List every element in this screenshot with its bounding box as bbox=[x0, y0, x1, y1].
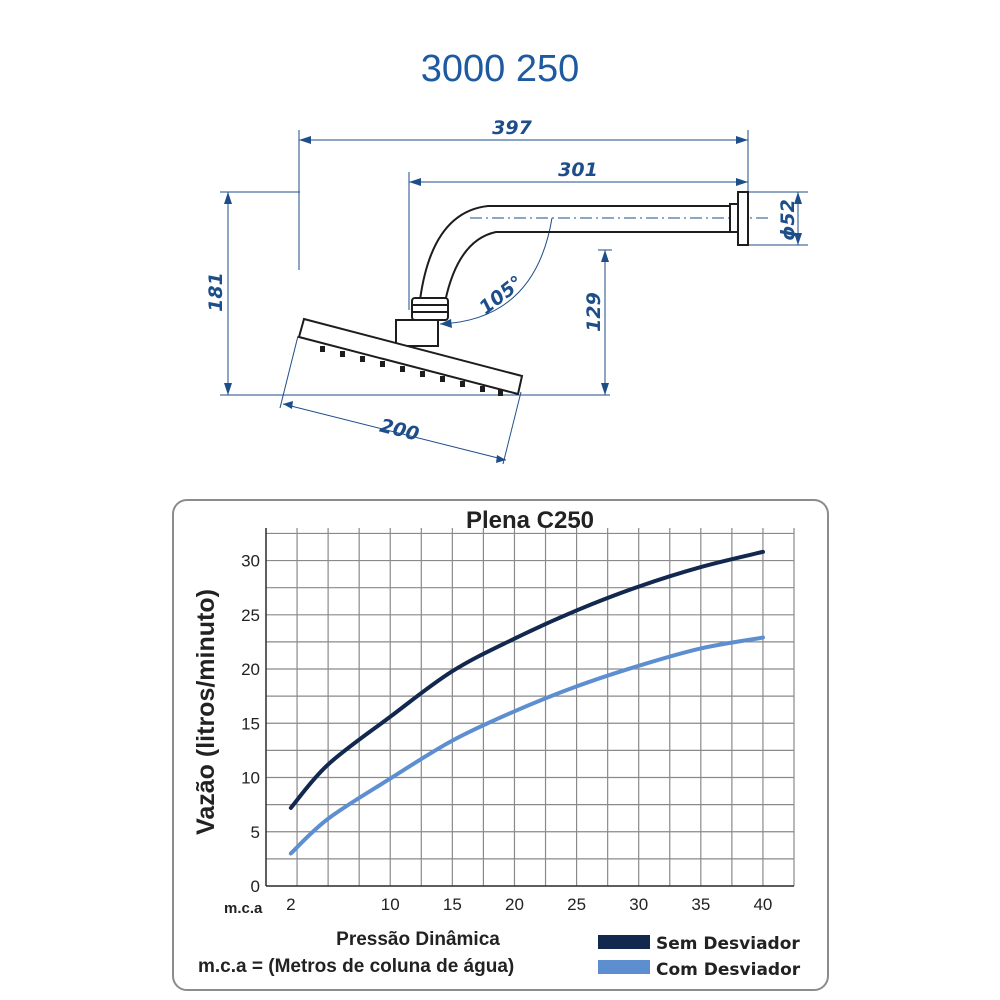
dim-total-length: 397 bbox=[492, 117, 532, 139]
x-tick-label: 25 bbox=[567, 895, 586, 914]
dim-height-total: 181 bbox=[205, 272, 227, 312]
legend-swatch-com-desviador bbox=[598, 960, 650, 974]
dimension-lines bbox=[220, 130, 808, 465]
y-tick-label: 0 bbox=[251, 877, 260, 896]
legend-label-com-desviador: Com Desviador bbox=[656, 960, 801, 980]
shower-nozzles bbox=[320, 346, 503, 396]
x-tick-labels: 2 10 15 20 25 30 35 40 bbox=[286, 895, 772, 914]
legend: Sem Desviador Com Desviador bbox=[598, 934, 801, 980]
series-lines bbox=[288, 549, 765, 856]
y-axis-title: Vazão (litros/minuto) bbox=[192, 589, 220, 835]
chart-title: Plena C250 bbox=[466, 507, 594, 534]
y-tick-label: 5 bbox=[251, 823, 260, 842]
shower-arm bbox=[297, 191, 749, 396]
y-tick-label: 15 bbox=[241, 714, 260, 733]
x-axis-title: Pressão Dinâmica bbox=[336, 929, 500, 950]
chart-frame bbox=[172, 499, 829, 991]
footnote: m.c.a = (Metros de coluna de água) bbox=[198, 956, 514, 977]
x-tick-label: 35 bbox=[691, 895, 710, 914]
dim-height-arm: 129 bbox=[583, 292, 605, 332]
y-tick-label: 20 bbox=[241, 660, 260, 679]
x-tick-label: 30 bbox=[629, 895, 648, 914]
y-tick-labels: 0 5 10 15 20 25 30 bbox=[241, 552, 260, 896]
x-tick-label: 10 bbox=[381, 895, 400, 914]
series-line-sem-desviador bbox=[288, 549, 765, 810]
model-code: 3000 250 bbox=[420, 48, 580, 90]
dim-diameter: ϕ52 bbox=[777, 199, 799, 241]
technical-drawing: 397 301 ϕ52 181 129 105° 200 bbox=[205, 117, 808, 465]
x-tick-label: 15 bbox=[443, 895, 462, 914]
x-tick-label: 2 bbox=[286, 895, 295, 914]
y-tick-label: 25 bbox=[241, 606, 260, 625]
dim-arm-length: 301 bbox=[558, 159, 598, 181]
legend-label-sem-desviador: Sem Desviador bbox=[656, 934, 800, 954]
dimension-arrows bbox=[224, 136, 802, 463]
y-tick-label: 10 bbox=[241, 769, 260, 788]
x-unit-label: m.c.a bbox=[224, 900, 263, 917]
x-tick-label: 20 bbox=[505, 895, 524, 914]
y-tick-label: 30 bbox=[241, 552, 260, 571]
grid bbox=[265, 528, 795, 887]
x-tick-label: 40 bbox=[753, 895, 772, 914]
legend-swatch-sem-desviador bbox=[598, 935, 650, 949]
series-line-com-desviador bbox=[288, 635, 765, 856]
